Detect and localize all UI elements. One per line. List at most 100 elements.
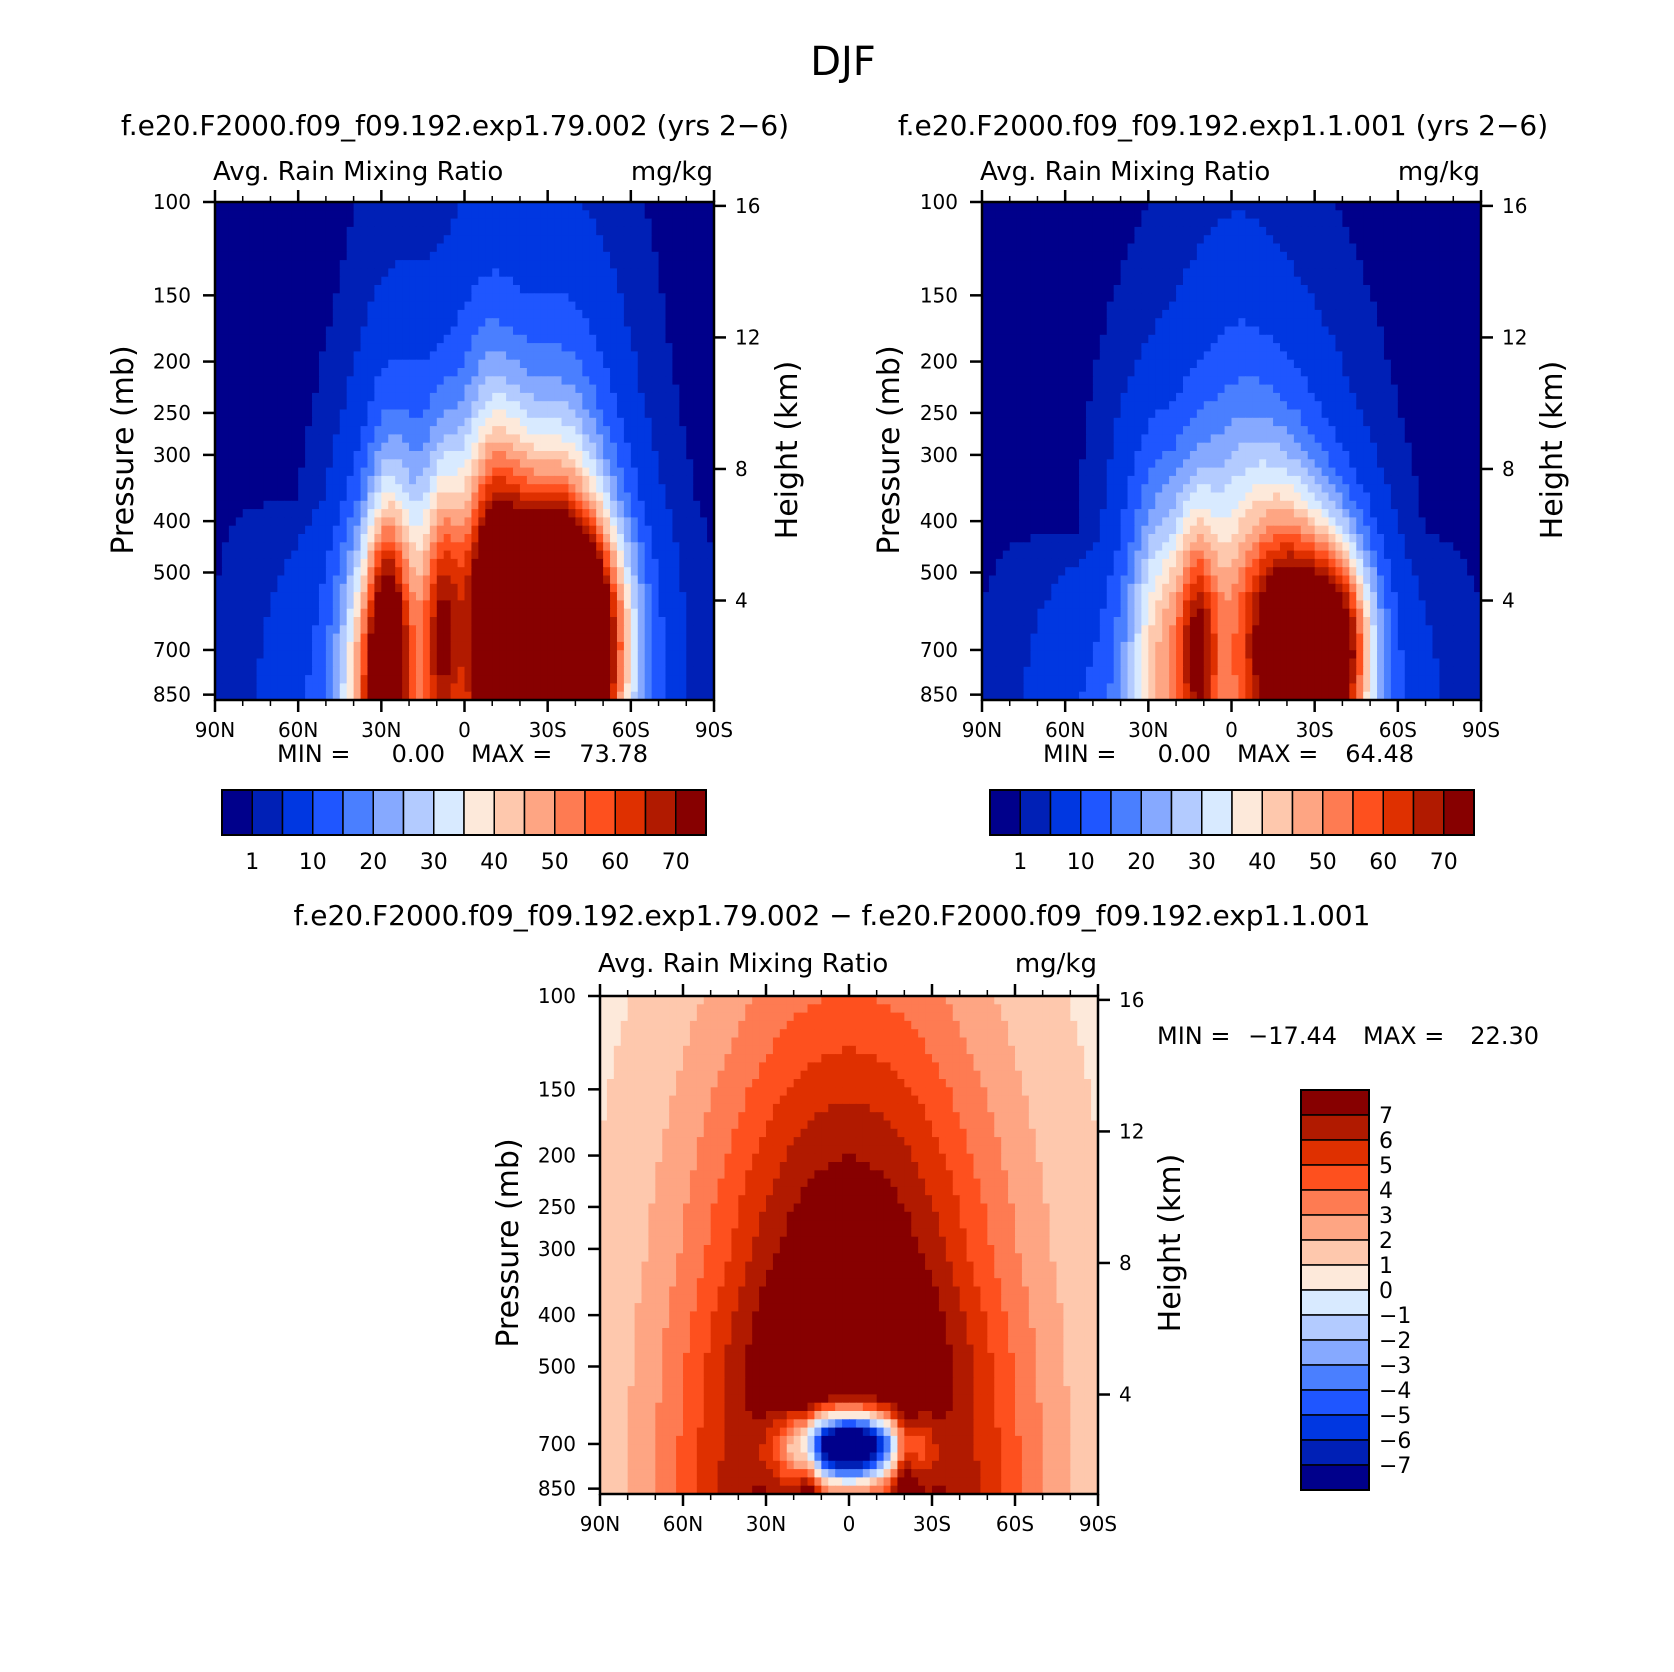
field-cell <box>388 276 396 286</box>
field-cell <box>395 583 403 593</box>
field-cell <box>325 592 334 601</box>
field-cell <box>1280 202 1288 211</box>
field-cell <box>270 243 278 253</box>
field-cell <box>540 417 549 427</box>
field-cell <box>346 434 355 444</box>
field-cell <box>436 243 445 253</box>
field-cell <box>395 442 403 452</box>
field-cell <box>637 426 646 435</box>
field-cell <box>422 475 431 485</box>
field-cell <box>610 426 618 435</box>
field-cell <box>235 592 244 601</box>
field-cell <box>367 691 375 701</box>
field-cell <box>1085 226 1094 236</box>
field-cell <box>526 451 535 460</box>
field-cell <box>221 359 230 369</box>
field-cell <box>235 243 244 253</box>
field-cell <box>367 525 375 535</box>
field-cell <box>215 675 223 684</box>
field-cell <box>478 202 486 211</box>
field-cell <box>679 583 687 593</box>
field-cell <box>374 658 382 668</box>
field-cell <box>284 583 292 593</box>
field-cell <box>457 401 466 411</box>
y-tick-label: 250 <box>153 401 191 425</box>
field-cell <box>332 517 341 527</box>
field-cell <box>575 558 583 568</box>
field-cell <box>519 475 528 485</box>
field-cell <box>228 542 237 552</box>
field-cell <box>263 409 272 419</box>
field-cell <box>429 392 438 402</box>
field-cell <box>305 484 313 494</box>
field-cell <box>284 392 292 402</box>
field-cell <box>298 617 306 626</box>
field-cell <box>1397 226 1406 236</box>
field-cell <box>263 285 272 294</box>
field-cell <box>1134 251 1142 261</box>
field-cell <box>367 434 375 444</box>
field-cell <box>270 592 278 601</box>
field-cell <box>388 326 396 336</box>
field-cell <box>277 467 285 477</box>
field-cell <box>478 243 486 253</box>
field-cell <box>263 641 272 651</box>
field-cell <box>1266 251 1274 261</box>
field-cell <box>1238 260 1246 269</box>
field-cell <box>623 218 632 228</box>
field-cell <box>395 268 403 278</box>
field-cell <box>367 260 375 269</box>
field-cell <box>1065 218 1073 228</box>
field-cell <box>506 592 514 601</box>
field-cell <box>1099 210 1108 220</box>
field-cell <box>693 600 701 610</box>
field-cell <box>526 500 535 510</box>
field-cell <box>658 575 667 585</box>
field-cell <box>658 625 667 635</box>
field-cell <box>1397 218 1406 228</box>
field-cell <box>291 434 299 444</box>
field-cell <box>700 451 708 460</box>
field-cell <box>422 260 431 269</box>
field-cell <box>256 675 265 684</box>
field-cell <box>561 683 570 693</box>
field-cell <box>471 691 479 701</box>
field-cell <box>332 583 341 593</box>
field-cell <box>235 251 244 261</box>
field-cell <box>540 625 549 635</box>
field-cell <box>693 509 701 518</box>
field-cell <box>298 650 306 660</box>
field-cell <box>388 334 396 344</box>
field-cell <box>249 583 258 593</box>
field-cell <box>623 351 632 361</box>
field-cell <box>298 575 306 585</box>
field-cell <box>471 467 479 477</box>
field-cell <box>298 326 306 336</box>
field-cell <box>533 558 542 568</box>
field-cell <box>235 517 244 527</box>
field-cell <box>339 525 348 535</box>
field-cell <box>353 318 362 328</box>
field-cell <box>616 202 625 211</box>
field-cell <box>499 260 507 269</box>
field-cell <box>1314 202 1323 211</box>
field-cell <box>395 608 403 618</box>
field-cell <box>291 268 299 278</box>
field-cell <box>596 210 604 220</box>
field-cell <box>540 550 549 560</box>
field-cell <box>291 617 299 626</box>
field-cell <box>360 268 369 278</box>
field-cell <box>1335 226 1343 236</box>
field-cell <box>582 600 590 610</box>
field-cell <box>568 409 576 419</box>
field-cell <box>1072 260 1080 269</box>
field-cell <box>707 633 715 643</box>
field-cell <box>707 326 715 336</box>
field-cell <box>353 351 362 361</box>
field-cell <box>367 475 375 485</box>
field-cell <box>547 260 556 269</box>
field-cell <box>589 558 597 568</box>
field-cell <box>339 301 348 311</box>
field-cell <box>1210 218 1219 228</box>
field-cell <box>457 318 466 328</box>
